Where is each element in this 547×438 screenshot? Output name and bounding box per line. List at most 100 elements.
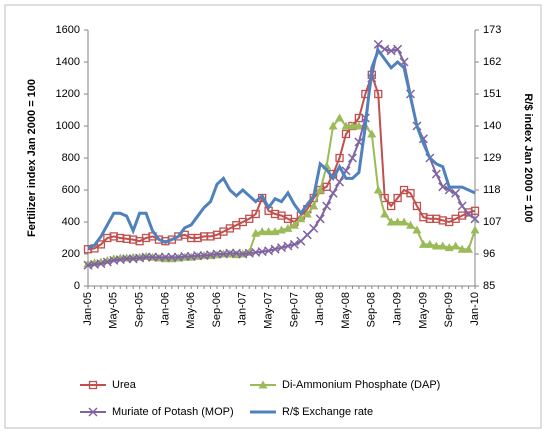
point-marker — [386, 217, 396, 226]
y2-tick-label: 173 — [483, 24, 501, 36]
y-tick-label: 1600 — [56, 24, 80, 36]
point-marker — [315, 214, 325, 224]
series-line — [87, 47, 476, 250]
point-marker — [283, 223, 293, 232]
point-marker — [289, 239, 299, 249]
y-tick-label: 200 — [62, 248, 80, 260]
point-marker — [212, 249, 222, 259]
series-line — [87, 71, 476, 251]
x-tick-label: Jan-06 — [159, 292, 171, 326]
point-marker — [412, 225, 422, 234]
legend-label: Di-Ammonium Phosphate (DAP) — [282, 379, 440, 391]
point-marker — [309, 201, 319, 210]
y-tick-label: 1200 — [56, 88, 80, 100]
point-marker — [451, 241, 461, 250]
y-tick-label: 400 — [62, 216, 80, 228]
point-marker — [347, 153, 357, 163]
y2-tick-label: 107 — [483, 216, 501, 228]
point-marker — [289, 220, 299, 229]
point-marker — [354, 121, 364, 130]
point-marker — [380, 209, 390, 218]
point-marker — [438, 241, 448, 250]
point-marker — [374, 89, 383, 99]
point-marker — [464, 244, 474, 253]
point-marker — [328, 188, 338, 198]
x-tick-label: May-08 — [340, 292, 352, 329]
x-tick-label: Jan-10 — [469, 292, 481, 326]
point-marker — [457, 201, 467, 211]
point-marker — [367, 129, 377, 138]
point-marker — [335, 177, 345, 187]
y-tick-label: 800 — [62, 152, 80, 164]
x-tick-label: May-06 — [185, 292, 197, 329]
point-marker — [399, 217, 409, 226]
point-marker — [386, 201, 396, 211]
point-marker — [141, 252, 151, 262]
point-marker — [373, 39, 383, 49]
y2-tick-label: 140 — [483, 120, 501, 132]
y-tick-label: 1400 — [56, 56, 80, 68]
point-marker — [309, 223, 319, 233]
point-marker — [160, 252, 170, 262]
x-tick-label: Sep-05 — [134, 292, 146, 327]
point-marker — [431, 169, 441, 179]
point-marker — [451, 188, 461, 198]
point-marker — [393, 44, 403, 54]
y2-tick-label: 129 — [483, 152, 501, 164]
point-marker — [425, 239, 435, 248]
point-marker — [406, 220, 415, 229]
point-marker — [225, 248, 235, 258]
point-marker — [328, 121, 338, 130]
legend-marker — [88, 380, 98, 390]
x-tick-label: Sep-08 — [366, 292, 378, 327]
point-marker — [438, 182, 448, 192]
point-marker — [335, 153, 344, 163]
point-marker — [264, 246, 274, 256]
point-marker — [464, 209, 474, 219]
point-marker — [406, 189, 415, 198]
y2-tick-label: 85 — [483, 280, 495, 292]
legend-label: Urea — [112, 379, 137, 391]
x-tick-label: May-09 — [417, 292, 429, 329]
point-marker — [322, 201, 332, 211]
point-marker — [180, 251, 190, 261]
point-marker — [122, 254, 132, 264]
point-marker — [193, 251, 203, 261]
point-marker — [470, 214, 480, 224]
point-marker — [386, 46, 396, 56]
point-marker — [315, 185, 325, 194]
x-tick-label: Jan-09 — [392, 292, 404, 326]
point-marker — [412, 201, 422, 211]
legend-label: R/$ Exchange rate — [282, 406, 373, 418]
y-tick-label: 0 — [74, 280, 80, 292]
y2-tick-label: 162 — [483, 56, 501, 68]
y2-tick-label: 151 — [483, 88, 501, 100]
point-marker — [296, 214, 306, 223]
point-marker — [276, 243, 287, 253]
point-marker — [373, 185, 383, 194]
point-marker — [251, 209, 260, 219]
point-marker — [393, 193, 402, 203]
point-marker — [270, 244, 280, 254]
x-tick-label: Sep-06 — [211, 292, 223, 327]
point-marker — [245, 214, 254, 223]
point-marker — [347, 121, 357, 130]
y-tick-label: 1000 — [56, 120, 80, 132]
point-marker — [96, 259, 106, 269]
point-marker — [335, 113, 345, 122]
point-marker — [393, 217, 403, 226]
point-marker — [341, 129, 351, 139]
legend-marker — [258, 380, 268, 389]
y2-tick-label: 118 — [483, 184, 501, 196]
point-marker — [457, 244, 467, 253]
x-tick-label: May-07 — [263, 292, 275, 329]
point-marker — [418, 239, 428, 248]
point-marker — [147, 252, 158, 262]
point-marker — [102, 257, 112, 267]
y-axis-label: Fertilizer index Jan 2000 = 100 — [26, 79, 38, 237]
point-marker — [257, 227, 267, 236]
point-marker — [322, 182, 331, 191]
point-marker — [154, 252, 164, 262]
